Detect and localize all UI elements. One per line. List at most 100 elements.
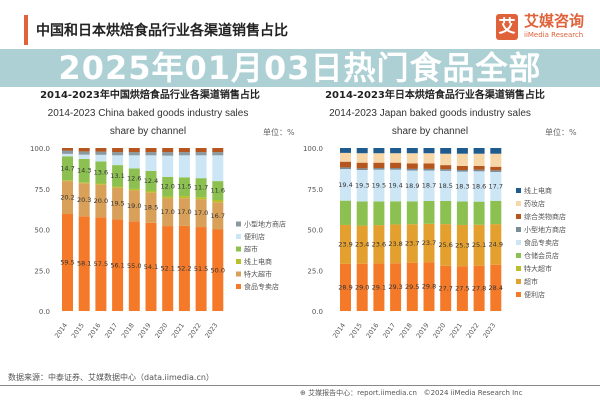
bar-segment	[423, 153, 435, 164]
data-label: 54.1	[144, 263, 158, 271]
bar-segment	[95, 161, 107, 184]
bar-segment	[373, 148, 385, 154]
copyright: ©2024 iiMedia Research Inc	[423, 389, 523, 397]
data-label: 23.6	[372, 240, 386, 248]
bar-segment	[440, 165, 452, 170]
bar-segment	[162, 196, 174, 199]
y-tick-label: 100.0	[303, 145, 323, 153]
bar-segment	[390, 263, 402, 311]
bar-segment	[406, 153, 418, 164]
data-label: 18.9	[405, 182, 419, 190]
y-tick-label: 50.0	[34, 227, 50, 235]
bar-segment	[145, 191, 157, 193]
bar-segment	[356, 263, 368, 311]
legend-swatch	[236, 284, 241, 289]
x-tick-label: 2022	[187, 322, 203, 340]
data-label: 29.0	[355, 283, 369, 291]
bar-segment	[95, 154, 107, 162]
x-tick-label: 2020	[431, 322, 447, 340]
bar-segment	[112, 186, 124, 188]
data-label: 24.9	[489, 240, 503, 248]
bar-segment	[112, 152, 124, 156]
y-tick-label: 75.0	[34, 186, 50, 194]
x-tick-label: 2021	[448, 322, 464, 340]
bar-segment	[78, 216, 90, 311]
data-label: 17.0	[194, 209, 208, 217]
bar-segment	[78, 148, 90, 152]
legend-label: 便利店	[524, 290, 545, 299]
bar-segment	[340, 169, 351, 201]
data-label: 29.8	[422, 283, 436, 291]
bar-segment	[456, 224, 468, 267]
bar-segment	[406, 163, 418, 169]
bar-segment	[356, 201, 368, 226]
bar-segment	[406, 262, 418, 311]
bar-segment	[456, 165, 468, 171]
bar-segment	[145, 148, 157, 153]
bar-segment	[356, 225, 368, 264]
legend-label: 小型地方商店	[244, 220, 286, 229]
bar-segment	[195, 155, 207, 179]
bar-segment	[373, 153, 385, 163]
bar-segment	[178, 148, 190, 153]
y-tick-label: 50.0	[307, 227, 323, 235]
data-label: 13.6	[94, 168, 108, 176]
x-tick-label: 2016	[364, 322, 380, 340]
bar-segment	[456, 201, 468, 225]
data-label: 19.3	[355, 182, 369, 190]
legend-label: 特大超市	[244, 270, 272, 279]
bar-segment	[145, 152, 157, 156]
bar-segment	[490, 224, 502, 265]
data-label: 29.5	[405, 283, 419, 291]
bar-segment	[162, 152, 174, 156]
bar-segment	[95, 217, 107, 311]
legend-label: 仓储会员店	[524, 251, 559, 260]
data-label: 18.7	[422, 182, 436, 190]
legend-label: 线上电商	[244, 257, 272, 266]
bar-segment	[373, 225, 385, 264]
bar-segment	[373, 263, 385, 311]
bar-segment	[162, 226, 174, 311]
legend-label: 超市	[524, 277, 538, 286]
bar-segment	[95, 148, 107, 152]
data-label: 16.7	[211, 212, 225, 220]
data-label: 27.5	[455, 285, 469, 293]
bar-segment	[473, 201, 485, 225]
bar-segment	[145, 155, 157, 171]
bar-segment	[423, 223, 435, 263]
bar-segment	[145, 222, 157, 311]
bar-segment	[440, 169, 452, 171]
bar-segment	[390, 169, 402, 202]
data-label: 14.3	[77, 167, 91, 175]
bar-segment	[440, 153, 452, 166]
data-label: 27.7	[438, 284, 452, 292]
data-label: 18.5	[438, 182, 452, 190]
footer-text: ⊕ 艾媒报告中心：report.iimedia.cn ©2024 iiMedia…	[300, 389, 522, 398]
bar-segment	[212, 202, 224, 230]
data-label: 11.5	[177, 183, 191, 191]
chart-title-japan: 2014-2023年日本烘焙食品行业各渠道销售占比	[325, 90, 545, 101]
bar-segment	[390, 168, 402, 170]
bar-segment	[406, 224, 418, 263]
logo-icon: 艾	[496, 14, 518, 40]
x-tick-label: 2014	[331, 322, 347, 340]
bar-segment	[423, 168, 435, 171]
data-label: 18.3	[455, 183, 469, 191]
bar-segment	[473, 265, 485, 311]
bar-segment	[456, 170, 468, 172]
bar-segment	[78, 154, 90, 159]
bar-segment	[128, 148, 140, 153]
bar-segment	[340, 152, 351, 162]
legend-swatch	[516, 214, 521, 219]
bar-segment	[178, 225, 190, 311]
data-label: 11.6	[211, 187, 225, 195]
legend-label: 药妆店	[524, 199, 545, 208]
data-label: 50.0	[211, 266, 225, 274]
report-link[interactable]: 艾媒报告中心：report.iimedia.cn	[308, 389, 417, 397]
bar-segment	[340, 167, 351, 170]
data-label: 19.4	[388, 181, 402, 189]
data-label: 11.7	[194, 184, 208, 192]
bar-segment	[340, 200, 351, 225]
x-tick-label: 2015	[348, 322, 364, 340]
data-label: 12.4	[144, 177, 158, 185]
